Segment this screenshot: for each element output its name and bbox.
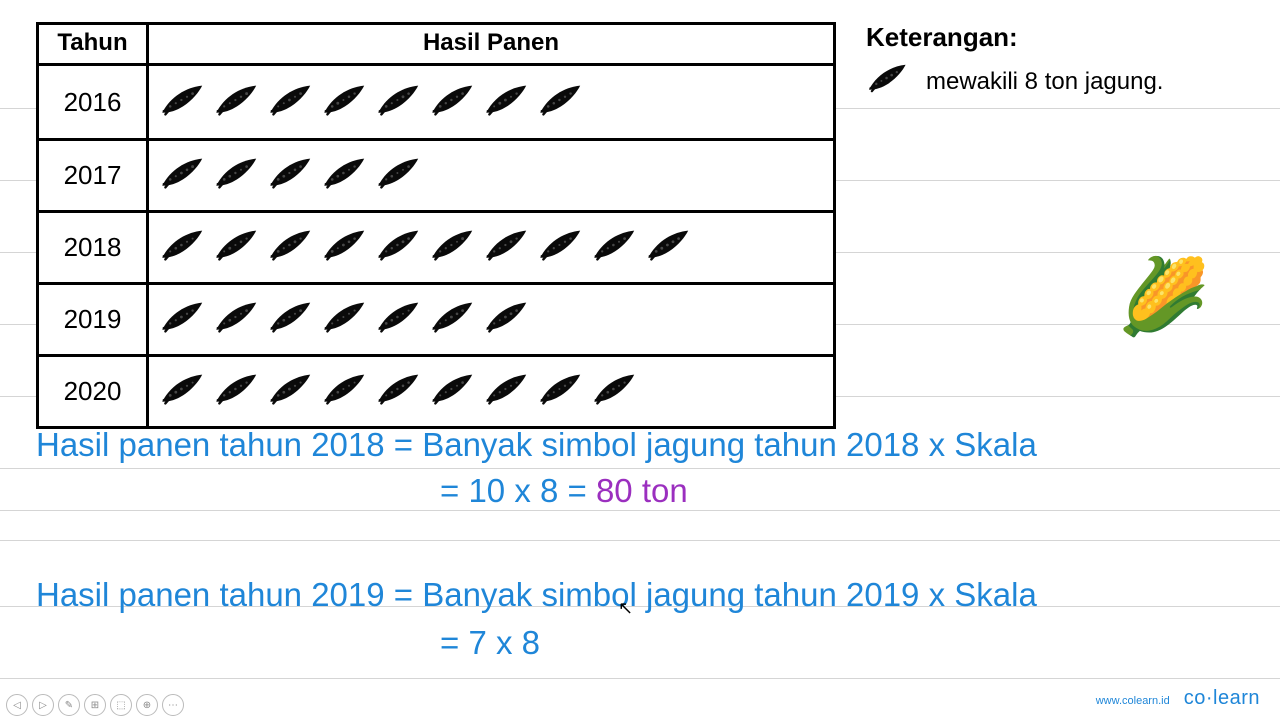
footer: www.colearn.id co·learn — [1096, 687, 1260, 710]
corn-icon — [213, 371, 261, 412]
corn-icon — [483, 227, 531, 268]
corn-icon — [159, 227, 207, 268]
year-cell: 2017 — [39, 141, 149, 210]
corn-icon — [591, 227, 639, 268]
year-cell: 2019 — [39, 285, 149, 354]
corn-icon — [429, 299, 477, 340]
table-row: 2018 — [39, 210, 833, 282]
corn-icon — [321, 371, 369, 412]
corn-icon — [159, 155, 207, 196]
corn-icon — [429, 82, 477, 123]
corn-icon — [267, 82, 315, 123]
corn-icon — [429, 371, 477, 412]
corn-icon — [483, 82, 531, 123]
corn-icon — [375, 371, 423, 412]
table-header-data: Hasil Panen — [149, 25, 833, 66]
corn-icon — [267, 371, 315, 412]
footer-url: www.colearn.id — [1096, 695, 1170, 707]
colearn-logo: co·learn — [1184, 687, 1260, 710]
corn-icon — [213, 227, 261, 268]
table-row: 2017 — [39, 138, 833, 210]
corn-icon — [159, 299, 207, 340]
corn-icon — [267, 299, 315, 340]
data-cell — [149, 285, 833, 354]
corn-icon — [375, 299, 423, 340]
data-cell — [149, 141, 833, 210]
toolbar-button-0[interactable]: ◁ — [6, 694, 28, 716]
corn-icon — [213, 155, 261, 196]
legend-title: Keterangan: — [866, 22, 1250, 53]
table-row: 2016 — [39, 66, 833, 138]
solution-line-4: = 7 x 8 — [440, 622, 540, 665]
year-cell: 2020 — [39, 357, 149, 426]
solution-line-2: = 10 x 8 = 80 ton — [440, 470, 688, 513]
corn-icon — [213, 82, 261, 123]
table-row: 2020 — [39, 354, 833, 426]
corn-icon — [866, 61, 910, 102]
corn-icon — [429, 227, 477, 268]
corn-icon — [375, 155, 423, 196]
data-cell — [149, 66, 833, 138]
corn-icon — [375, 82, 423, 123]
corn-icon — [267, 227, 315, 268]
solution-line-1: Hasil panen tahun 2018 = Banyak simbol j… — [36, 424, 1037, 467]
player-toolbar: ◁▷✎⊞⬚⊕⋯ — [6, 694, 184, 716]
corn-icon — [321, 299, 369, 340]
toolbar-button-1[interactable]: ▷ — [32, 694, 54, 716]
corn-icon — [591, 371, 639, 412]
year-cell: 2016 — [39, 66, 149, 138]
toolbar-button-3[interactable]: ⊞ — [84, 694, 106, 716]
corn-icon — [645, 227, 693, 268]
toolbar-button-6[interactable]: ⋯ — [162, 694, 184, 716]
table-header-year: Tahun — [39, 25, 149, 66]
toolbar-button-5[interactable]: ⊕ — [136, 694, 158, 716]
corn-icon — [321, 155, 369, 196]
legend: Keterangan: mewakili 8 ton jagung. — [866, 22, 1250, 429]
toolbar-button-4[interactable]: ⬚ — [110, 694, 132, 716]
corn-icon — [321, 227, 369, 268]
corn-icon — [537, 82, 585, 123]
corn-icon — [159, 371, 207, 412]
corn-icon — [483, 371, 531, 412]
corn-icon — [537, 227, 585, 268]
legend-text: mewakili 8 ton jagung. — [926, 68, 1163, 96]
corn-emoji-decor: 🌽 — [1118, 260, 1210, 334]
toolbar-button-2[interactable]: ✎ — [58, 694, 80, 716]
year-cell: 2018 — [39, 213, 149, 282]
data-cell — [149, 213, 833, 282]
pictograph-table: Tahun Hasil Panen 20162017201820192020 — [36, 22, 836, 429]
corn-icon — [321, 82, 369, 123]
corn-icon — [483, 299, 531, 340]
solution-line-3: Hasil panen tahun 2019 = Banyak simbol j… — [36, 574, 1037, 617]
corn-icon — [375, 227, 423, 268]
table-row: 2019 — [39, 282, 833, 354]
corn-icon — [213, 299, 261, 340]
corn-icon — [267, 155, 315, 196]
corn-icon — [159, 82, 207, 123]
corn-icon — [537, 371, 585, 412]
data-cell — [149, 357, 833, 426]
